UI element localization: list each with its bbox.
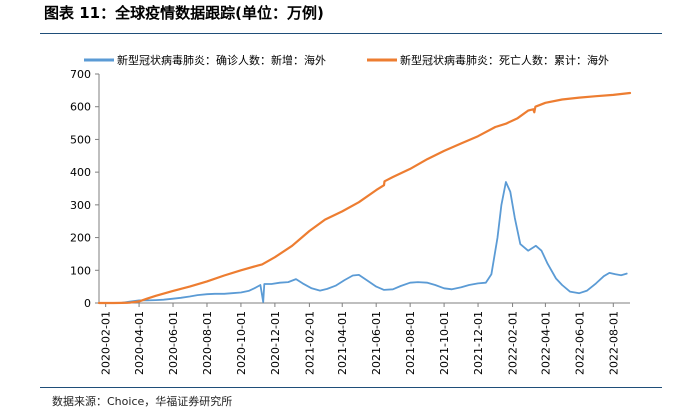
y-tick-label: 100 <box>70 264 91 277</box>
chart-axes: 0 100 200 300 400 500 600 700 2020-02-01 2020-04-… <box>70 68 630 375</box>
y-tick-label: 500 <box>70 133 91 146</box>
y-tick-label: 200 <box>70 232 91 245</box>
x-tick-label: 2020-02-01 <box>100 311 113 375</box>
series-new-cases-line <box>98 181 628 304</box>
series-cumulative-deaths-line <box>97 91 632 305</box>
x-tick-label: 2021-02-01 <box>303 311 316 375</box>
x-tick-label: 2021-04-01 <box>336 311 349 375</box>
x-tick-label: 2020-08-01 <box>201 311 214 375</box>
x-tick-label: 2020-04-01 <box>133 311 146 375</box>
chart-title: 图表 11：全球疫情数据跟踪(单位：万例) <box>44 4 324 22</box>
x-tick-label: 2022-06-01 <box>573 311 586 375</box>
y-tick-label: 400 <box>70 166 91 179</box>
source-divider <box>40 387 662 388</box>
x-tick-label: 2022-04-01 <box>539 311 552 375</box>
title-divider <box>40 33 662 34</box>
chart-legend: 新型冠状病毒肺炎：确诊人数：新增：海外 新型冠状病毒肺炎：死亡人数：累计：海外 <box>84 53 609 67</box>
x-tick-label: 2021-12-01 <box>472 311 485 375</box>
y-tick-label: 600 <box>70 101 91 114</box>
legend-label-new-cases: 新型冠状病毒肺炎：确诊人数：新增：海外 <box>117 53 326 67</box>
x-tick-label: 2020-12-01 <box>269 311 282 375</box>
y-tick-label: 300 <box>70 199 91 212</box>
x-tick-label: 2021-06-01 <box>370 311 383 375</box>
y-tick-label: 0 <box>84 297 91 310</box>
x-tick-label: 2020-10-01 <box>235 311 248 375</box>
x-tick-label: 2021-10-01 <box>438 311 451 375</box>
x-tick-label: 2020-06-01 <box>167 311 180 375</box>
data-source-note: 数据来源：Choice，华福证券研究所 <box>52 395 233 408</box>
y-tick-label: 700 <box>70 68 91 81</box>
legend-label-cumulative-deaths: 新型冠状病毒肺炎：死亡人数：累计：海外 <box>400 53 609 67</box>
x-tick-label: 2022-08-01 <box>607 311 620 375</box>
x-tick-label: 2021-08-01 <box>404 311 417 375</box>
chart-series <box>97 91 632 305</box>
x-tick-label: 2022-02-01 <box>507 311 520 375</box>
